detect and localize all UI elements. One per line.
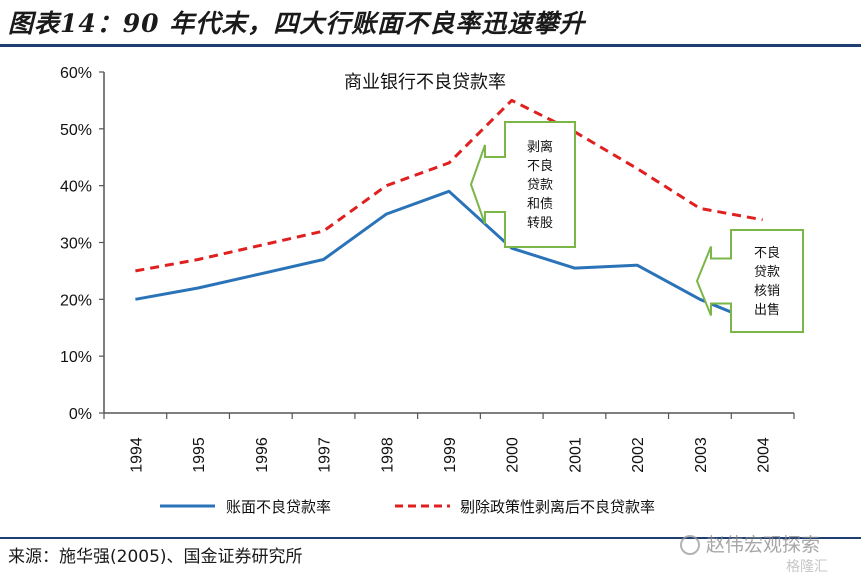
chart-axes: 0% 10% 20% 30% 40% 50% 60% 1994 1995 1996 1997 1998… xyxy=(60,65,795,473)
x-tick-label: 1997 xyxy=(317,437,334,473)
x-tick-label: 2001 xyxy=(567,437,584,473)
watermark: 赵伟宏观探索 xyxy=(680,530,820,557)
callout-text-line: 不良 xyxy=(527,158,553,174)
x-tick-label: 1994 xyxy=(128,437,145,473)
callout-text-line: 贷款 xyxy=(527,178,553,193)
x-tick-label: 1999 xyxy=(442,437,459,473)
y-tick-label: 0% xyxy=(69,406,92,423)
y-tick-label: 40% xyxy=(60,179,92,196)
legend-item-2: 剔除政策性剥离后不良贷款率 xyxy=(395,498,655,516)
y-tick-label: 50% xyxy=(60,122,92,139)
x-tick-label: 2003 xyxy=(693,437,710,473)
adjusted-npl-line xyxy=(135,98,763,273)
chart-legend: 账面不良贷款率 剔除政策性剥离后不良贷款率 xyxy=(160,498,655,516)
callout-text-line: 出售 xyxy=(754,302,780,318)
legend-label: 账面不良贷款率 xyxy=(226,498,331,516)
y-tick-label: 60% xyxy=(60,65,92,82)
y-tick-label: 20% xyxy=(60,292,92,309)
footer-divider xyxy=(0,537,861,539)
callout-text-line: 和债 xyxy=(527,197,553,212)
callout-arrow-shape xyxy=(469,121,576,248)
legend-label: 剔除政策性剥离后不良贷款率 xyxy=(460,498,655,516)
x-tick-label: 1998 xyxy=(379,437,396,473)
callout-text-line: 贷款 xyxy=(754,265,780,280)
x-tick-label: 2004 xyxy=(756,437,773,473)
x-tick-label: 1996 xyxy=(254,437,271,473)
watermark-sub: 格隆汇 xyxy=(786,559,828,575)
callout-text-line: 剥离 xyxy=(527,139,553,155)
figure-title: 图表14：90 年代末，四大行账面不良率迅速攀升 xyxy=(8,9,586,38)
callout-text-line: 转股 xyxy=(527,216,553,231)
x-tick-label: 2000 xyxy=(505,437,522,473)
callout-text-line: 核销 xyxy=(754,284,780,299)
callout-arrow-shape xyxy=(695,229,804,333)
x-tick-label: 2002 xyxy=(630,437,647,473)
x-tick-label: 1995 xyxy=(191,437,208,473)
title-divider xyxy=(0,44,861,47)
wechat-icon xyxy=(680,535,700,555)
line-chart: 0% 10% 20% 30% 40% 50% 60% 1994 1995 1996 1997 1998… xyxy=(60,65,804,516)
chart-title: 商业银行不良贷款率 xyxy=(344,72,506,93)
book-npl-line xyxy=(135,189,764,327)
source-note: 来源：施华强(2005)、国金证券研究所 xyxy=(8,547,303,567)
legend-item-1: 账面不良贷款率 xyxy=(160,498,331,516)
watermark-text: 赵伟宏观探索 xyxy=(706,534,821,556)
y-tick-label: 10% xyxy=(60,349,92,366)
y-tick-label: 30% xyxy=(60,236,92,253)
series-layer xyxy=(135,98,764,327)
callout-text-line: 不良 xyxy=(754,245,780,261)
